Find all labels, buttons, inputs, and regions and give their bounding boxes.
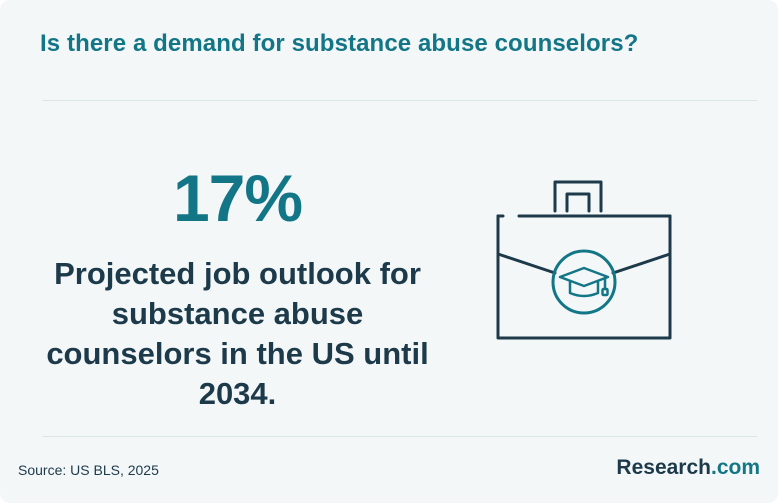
logo-tld: .com xyxy=(710,456,760,479)
briefcase-graduation-cap-icon xyxy=(496,180,672,340)
logo-name: Research xyxy=(616,456,711,479)
brand-logo: Research.com xyxy=(616,456,760,480)
top-divider xyxy=(42,100,757,101)
page-title: Is there a demand for substance abuse co… xyxy=(40,30,639,57)
stat-description: Projected job outlook for substance abus… xyxy=(46,256,429,411)
stat-value: 17% xyxy=(172,161,303,235)
bottom-divider xyxy=(42,436,757,437)
source-citation: Source: US BLS, 2025 xyxy=(18,462,159,478)
